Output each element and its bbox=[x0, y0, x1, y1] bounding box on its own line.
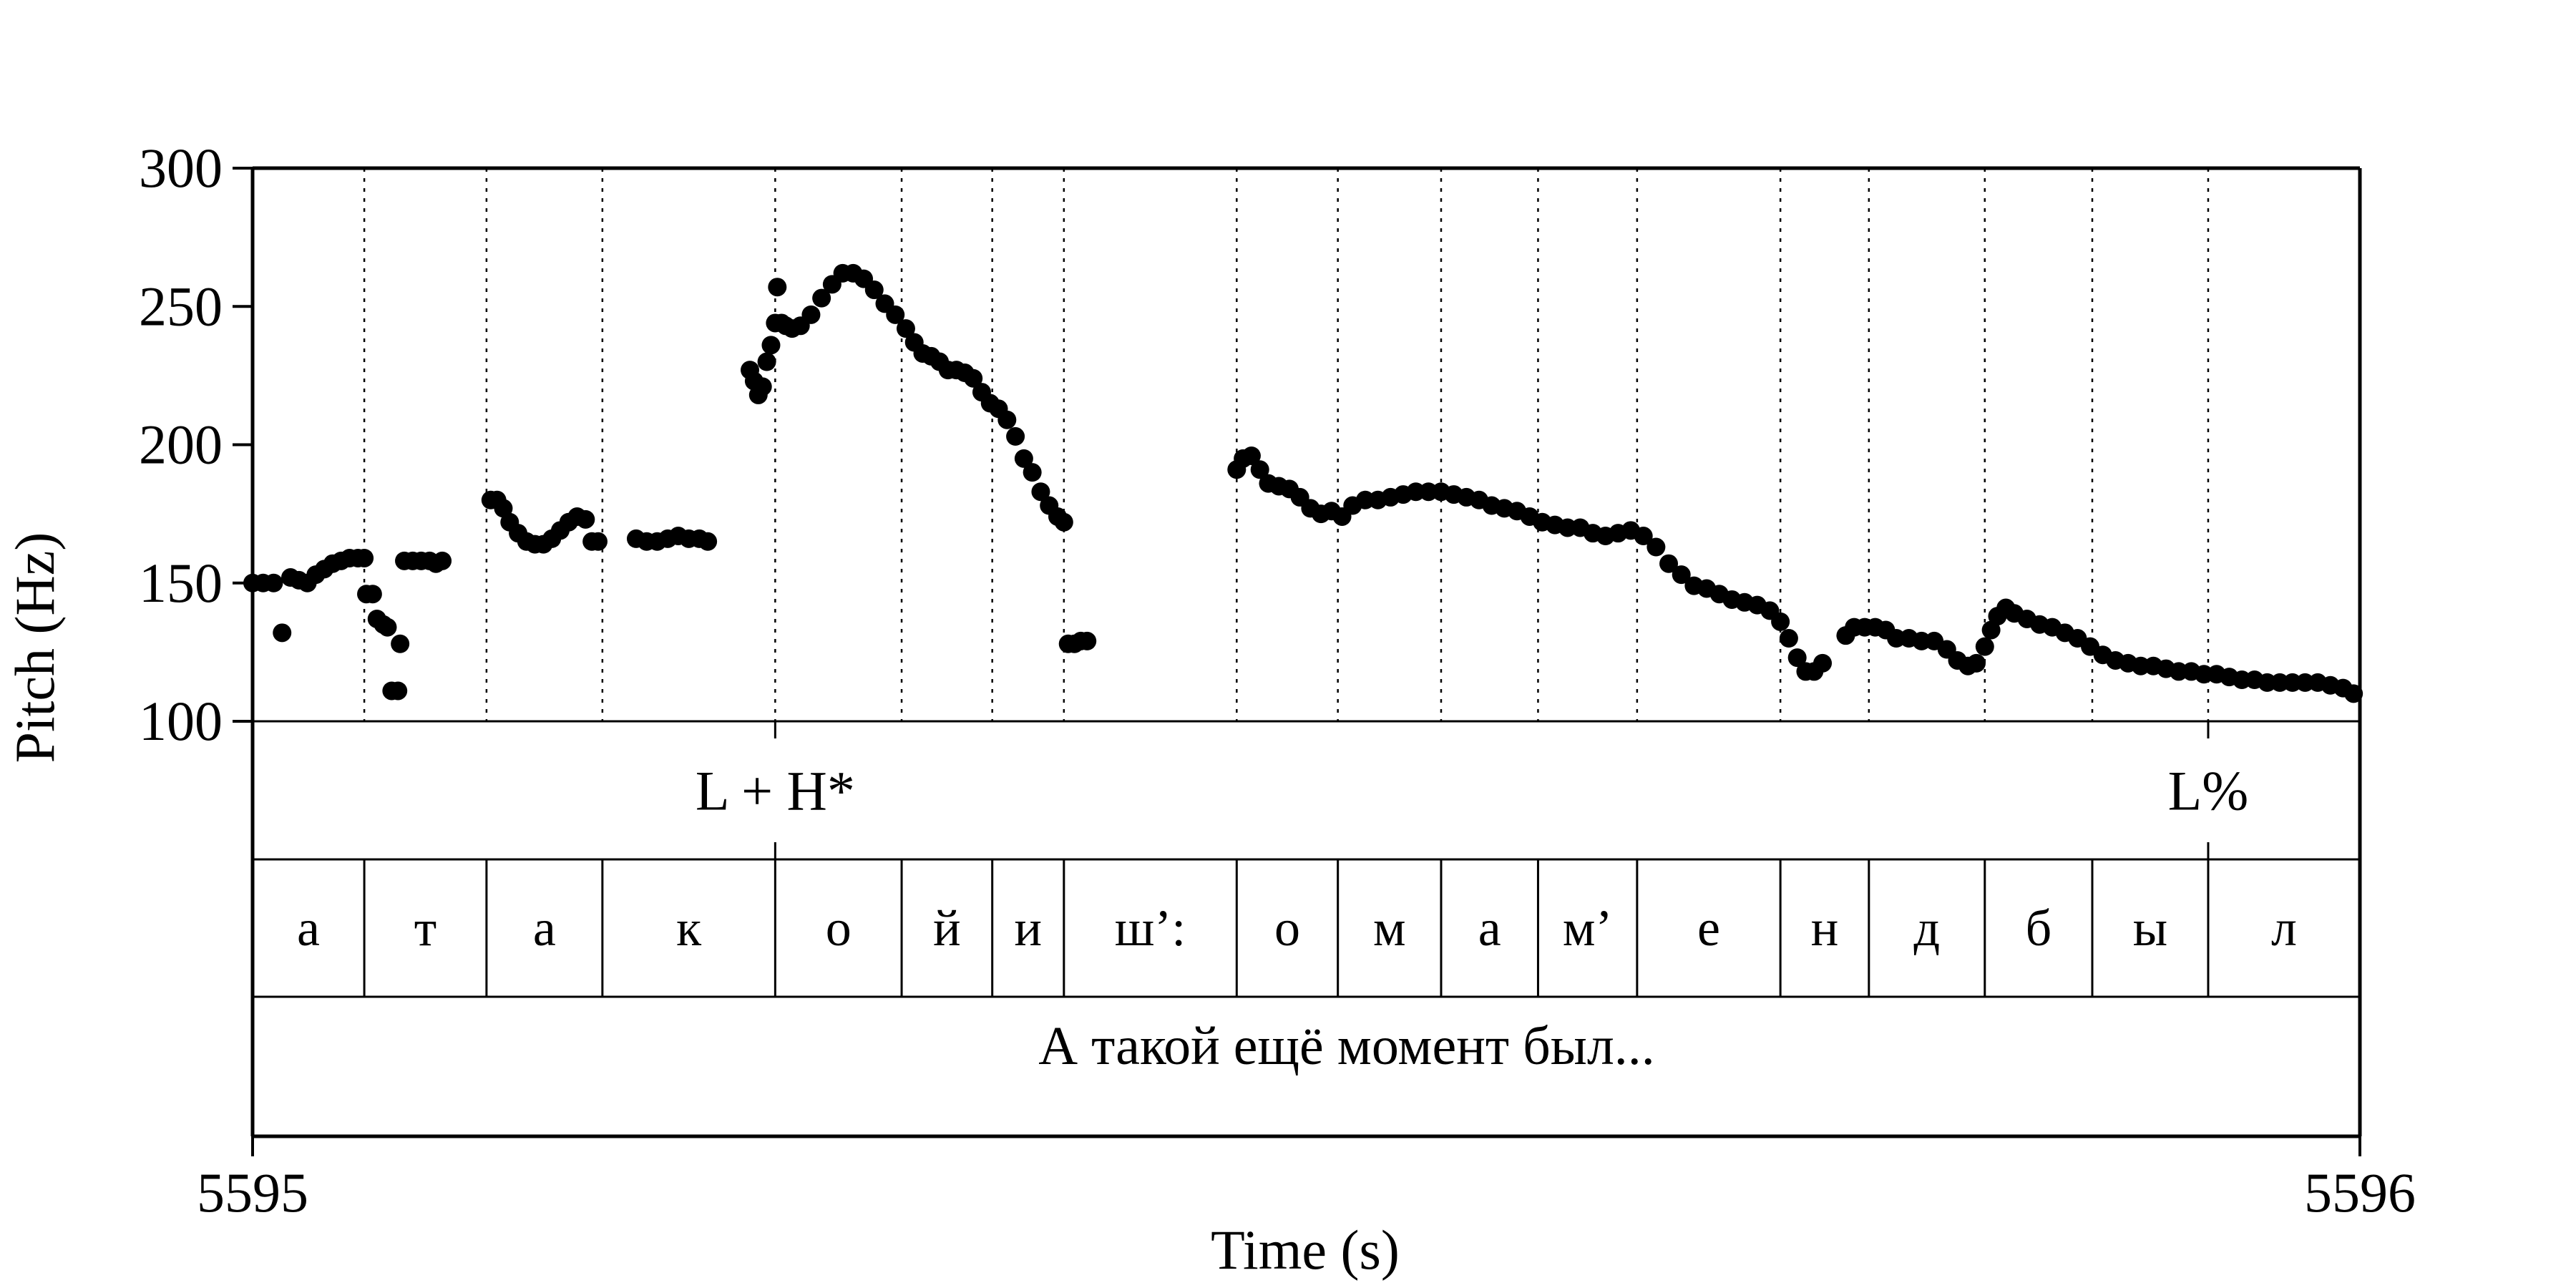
pitch-point bbox=[588, 532, 608, 551]
pitch-point bbox=[1787, 648, 1807, 668]
segment-tier: а т а к о й и ш’: о м а м’ е н д б ы л bbox=[297, 859, 2297, 997]
pitch-point bbox=[1634, 527, 1653, 546]
pitch-point bbox=[886, 305, 905, 324]
x-tick-label: 5596 bbox=[2304, 1161, 2416, 1224]
pitch-point bbox=[1006, 426, 1025, 446]
pitch-point bbox=[1078, 631, 1097, 650]
pitch-point bbox=[1975, 637, 1994, 656]
pitch-point bbox=[1250, 460, 1269, 479]
pitch-point bbox=[433, 551, 452, 570]
pitch-point bbox=[576, 509, 595, 529]
pitch-point bbox=[494, 499, 513, 518]
y-tick-label: 250 bbox=[139, 275, 223, 337]
segment-label: м bbox=[1373, 899, 1406, 957]
y-tick-label: 200 bbox=[139, 414, 223, 476]
pitch-point bbox=[768, 278, 787, 297]
segment-label: н bbox=[1811, 899, 1839, 957]
y-axis-ticks: 100 150 200 250 300 bbox=[139, 137, 253, 752]
pitch-point bbox=[1031, 482, 1050, 502]
tone-label: L% bbox=[2168, 760, 2249, 822]
segment-label: о bbox=[826, 899, 852, 957]
pitch-point bbox=[757, 352, 776, 371]
pitch-point bbox=[391, 634, 410, 653]
x-axis-label: Time (s) bbox=[1211, 1219, 1400, 1281]
segment-label: б bbox=[2026, 899, 2052, 957]
pitch-point bbox=[997, 410, 1017, 429]
segment-label: а bbox=[1478, 899, 1501, 957]
y-axis-label: Pitch (Hz) bbox=[4, 532, 66, 763]
pitch-point bbox=[864, 280, 884, 300]
pitch-point bbox=[1672, 565, 1691, 585]
y-tick-label: 100 bbox=[139, 690, 223, 752]
pitch-point bbox=[363, 585, 382, 604]
pitch-point bbox=[1981, 620, 2001, 640]
pitch-point bbox=[1659, 554, 1679, 573]
pitch-point bbox=[389, 681, 408, 701]
pitch-points bbox=[243, 263, 2363, 703]
y-tick-label: 300 bbox=[139, 137, 223, 199]
pitch-point bbox=[1646, 537, 1666, 557]
pitch-point bbox=[1023, 463, 1042, 482]
pitch-point bbox=[1054, 512, 1073, 532]
pitch-point bbox=[896, 319, 915, 338]
pitch-point bbox=[1241, 446, 1261, 465]
segment-label: ы bbox=[2133, 899, 2167, 957]
segment-label: й bbox=[933, 899, 961, 957]
pitch-point bbox=[1779, 629, 1798, 648]
segment-label: о bbox=[1274, 899, 1300, 957]
segment-label: а bbox=[533, 899, 556, 957]
pitch-point bbox=[355, 548, 374, 567]
segment-label: а bbox=[297, 899, 320, 957]
segment-label: е bbox=[1697, 899, 1720, 957]
pitch-point bbox=[378, 618, 397, 637]
segment-label: т bbox=[414, 899, 436, 957]
pitch-point bbox=[1967, 653, 1986, 673]
segment-label: д bbox=[1913, 899, 1940, 957]
pitch-point bbox=[273, 623, 292, 643]
x-axis-ticks: 5595 5596 bbox=[197, 1136, 2416, 1224]
pitch-point bbox=[964, 369, 983, 388]
pitch-point bbox=[753, 377, 772, 396]
tone-tier: L + H* L% bbox=[696, 721, 2248, 859]
segment-label: к bbox=[676, 899, 702, 957]
pitch-point bbox=[1014, 449, 1033, 468]
pitch-point bbox=[761, 336, 781, 355]
segment-label: ш’: bbox=[1115, 899, 1186, 957]
segment-label: м’ bbox=[1563, 899, 1613, 957]
sentence-text: А такой ещё момент был... bbox=[1038, 1016, 1655, 1076]
pitch-point bbox=[1813, 653, 1833, 673]
pitch-point bbox=[812, 288, 831, 308]
segment-label: и bbox=[1014, 899, 1042, 957]
pitch-point bbox=[264, 573, 283, 592]
pitch-point bbox=[801, 305, 821, 324]
pitch-point bbox=[698, 532, 718, 551]
tone-label: L + H* bbox=[696, 760, 855, 822]
x-tick-label: 5595 bbox=[197, 1161, 308, 1224]
plot-frame bbox=[250, 166, 2362, 1138]
pitch-point bbox=[1771, 612, 1790, 631]
segment-label: л bbox=[2271, 899, 2297, 957]
y-tick-label: 150 bbox=[139, 552, 223, 614]
